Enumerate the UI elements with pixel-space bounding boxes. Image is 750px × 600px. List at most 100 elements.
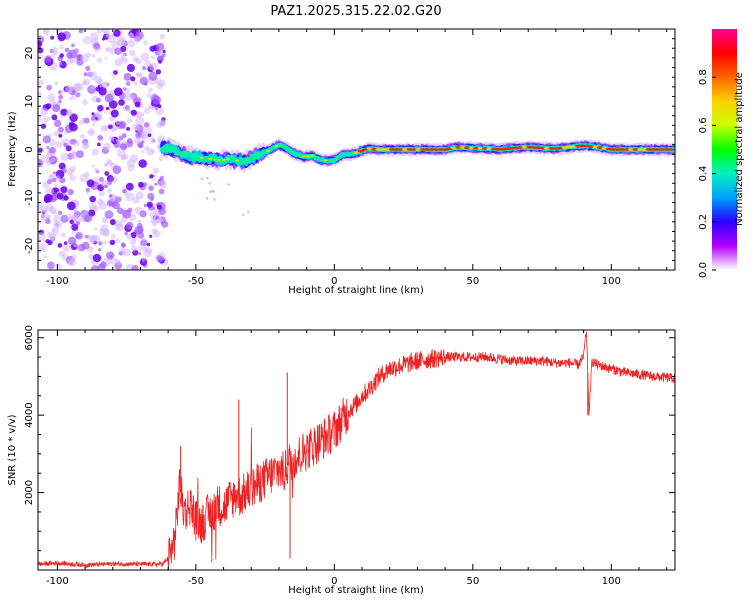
ridge-peak — [663, 148, 670, 151]
ridge-peak — [428, 148, 435, 151]
noise-speckle — [200, 177, 204, 180]
noise-speckle — [63, 241, 68, 245]
noise-speckle — [115, 258, 120, 263]
noise-speckle — [71, 43, 75, 48]
ridge-segment — [171, 146, 177, 152]
noise-speckle — [38, 232, 46, 241]
ridge-peak — [306, 155, 310, 158]
noise-speckle — [67, 236, 77, 246]
noise-speckle — [116, 207, 124, 214]
noise-speckle — [42, 135, 51, 144]
noise-speckle — [155, 69, 162, 75]
noise-speckle — [137, 143, 144, 149]
noise-speckle — [53, 130, 60, 137]
noise-speckle — [49, 233, 57, 241]
noise-speckle — [96, 29, 104, 34]
ridge-segment — [164, 143, 169, 149]
noise-speckle — [156, 204, 162, 210]
noise-speckle — [130, 76, 136, 82]
noise-speckle — [58, 94, 64, 100]
ridge-peak — [397, 148, 404, 151]
noise-speckle — [51, 157, 56, 162]
ridge-segment — [237, 161, 243, 166]
noise-speckle — [54, 81, 59, 86]
noise-speckle — [149, 234, 153, 238]
noise-speckle — [149, 210, 158, 219]
noise-speckle — [93, 42, 101, 50]
noise-speckle — [43, 117, 49, 123]
noise-speckle — [67, 188, 74, 196]
noise-speckle — [206, 176, 209, 180]
noise-speckle — [69, 96, 73, 101]
noise-speckle — [128, 32, 135, 38]
ridge-peak — [659, 148, 666, 151]
noise-speckle — [52, 104, 61, 113]
noise-speckle — [150, 217, 156, 224]
noise-speckle — [130, 109, 137, 116]
noise-speckle — [104, 210, 114, 219]
noise-speckle — [45, 203, 54, 212]
y-tick-label: 2000 — [24, 480, 35, 505]
noise-speckle — [114, 58, 123, 67]
noise-speckle — [158, 50, 163, 56]
noise-speckle — [143, 249, 152, 258]
noise-speckle — [138, 72, 143, 77]
ridge-peak — [433, 148, 440, 151]
noise-speckle — [135, 116, 145, 126]
noise-speckle — [125, 221, 134, 230]
y-tick-label: 6000 — [24, 325, 35, 350]
y-tick-label: -10 — [24, 190, 35, 206]
noise-speckle — [114, 47, 122, 55]
noise-speckle — [58, 90, 62, 94]
noise-speckle — [126, 117, 133, 124]
y-tick-label: 4000 — [24, 402, 35, 427]
noise-speckle — [108, 100, 118, 109]
colorbar-tick-label: 0.2 — [698, 214, 709, 230]
noise-speckle — [151, 105, 156, 111]
spectrogram-noise-layer — [38, 29, 250, 270]
noise-speckle — [142, 258, 145, 262]
noise-speckle — [88, 209, 96, 217]
noise-speckle — [125, 81, 131, 86]
colorbar-label: Normalized spectral amplitude — [734, 72, 745, 226]
noise-speckle — [139, 258, 148, 266]
ridge-peak — [212, 158, 217, 161]
noise-speckle — [96, 97, 101, 103]
noise-speckle — [69, 174, 76, 181]
noise-speckle — [84, 214, 93, 223]
noise-speckle — [126, 63, 135, 73]
noise-speckle — [97, 142, 101, 147]
noise-speckle — [98, 87, 107, 96]
ridge-peak — [199, 156, 204, 159]
ridge-peak — [495, 148, 502, 151]
noise-speckle — [57, 32, 66, 41]
noise-speckle — [83, 117, 90, 124]
ridge-peak — [323, 159, 328, 162]
noise-speckle — [111, 233, 116, 239]
snr-series-line — [38, 331, 675, 570]
x-tick-label: 100 — [602, 276, 621, 287]
ridge-peak — [472, 146, 480, 150]
noise-speckle — [125, 263, 134, 270]
snr-frame — [37, 329, 676, 571]
noise-speckle — [161, 220, 169, 228]
noise-speckle — [151, 228, 158, 235]
noise-speckle — [117, 38, 125, 47]
noise-speckle — [152, 167, 160, 174]
noise-speckle — [88, 71, 98, 81]
noise-speckle — [42, 29, 50, 36]
noise-speckle — [38, 201, 44, 210]
noise-speckle — [53, 183, 59, 188]
y-tick-label: -20 — [24, 238, 35, 254]
ridge-peak — [301, 155, 306, 158]
noise-speckle — [113, 29, 121, 37]
noise-speckle — [149, 62, 158, 71]
ridge-peak — [610, 148, 617, 151]
noise-speckle — [46, 146, 50, 150]
noise-speckle — [83, 72, 88, 77]
noise-speckle — [60, 108, 68, 116]
colorbar-ticks: 0.0 0.2 0.4 0.6 0.8 — [698, 69, 716, 278]
noise-speckle — [126, 126, 131, 131]
noise-speckle — [93, 167, 99, 173]
